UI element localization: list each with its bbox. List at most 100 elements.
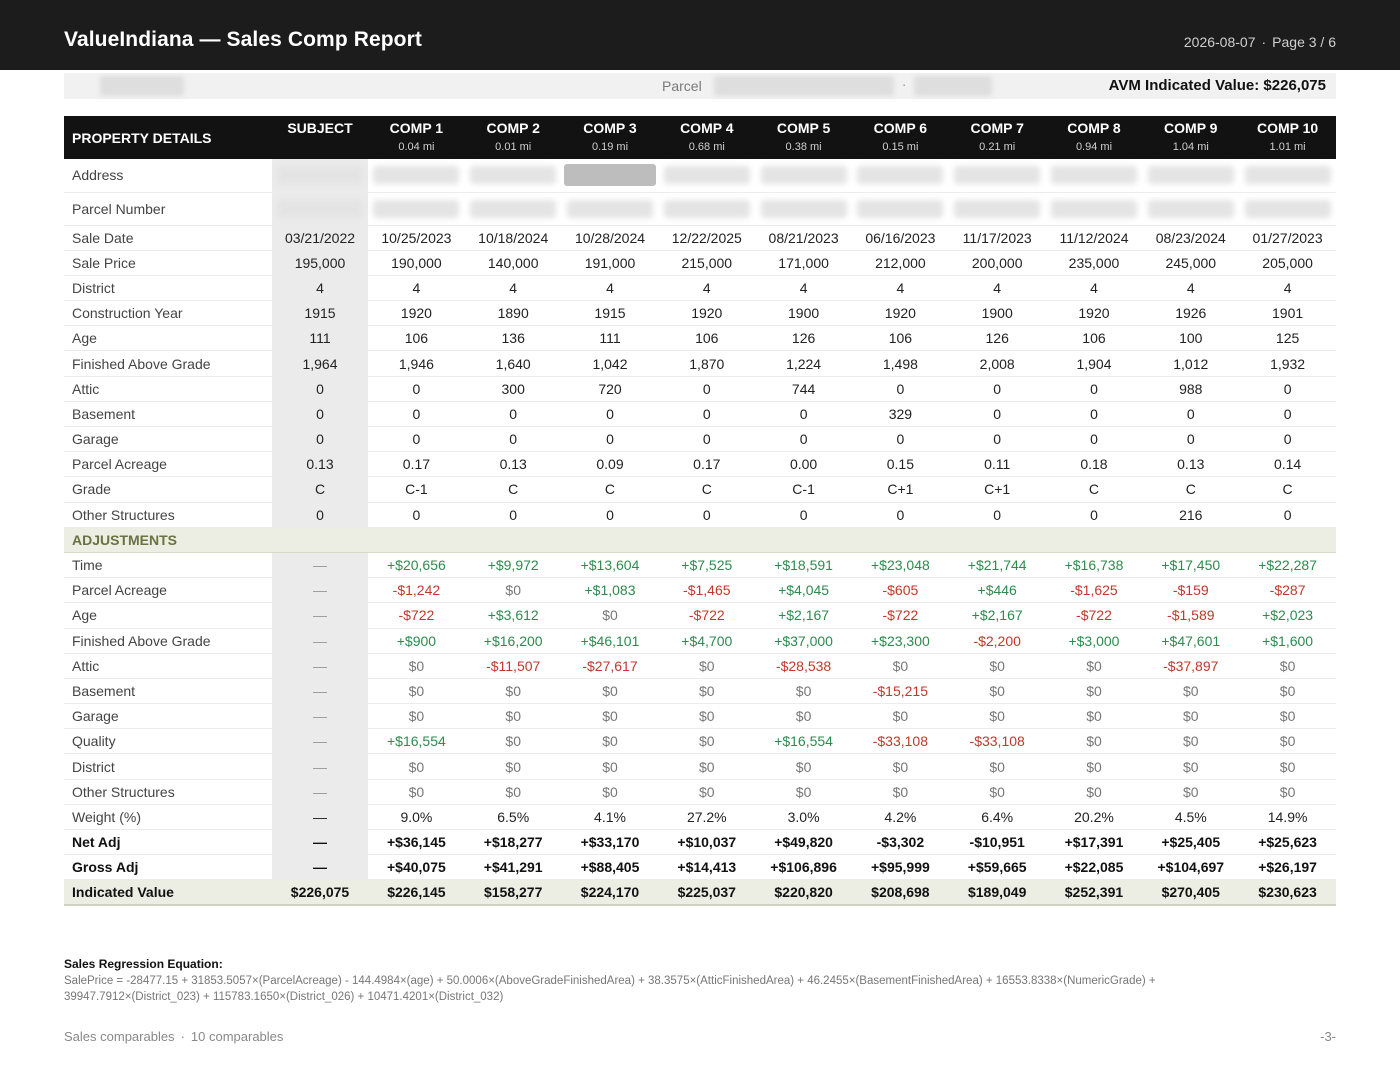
report-title: ValueIndiana — Sales Comp Report [64,28,422,51]
redaction-block [470,199,557,218]
redacted-cell [658,159,756,193]
redacted-cell [368,192,465,226]
table-cell: 4 [851,275,949,302]
table-cell: $0 [464,703,562,730]
table-cell: 171,000 [755,250,852,276]
row-label: Basement [64,401,272,428]
table-cell: C [464,476,562,503]
net-adj-row: Net Adj — +$36,145 +$18,277 +$33,170 +$10,037… [64,829,1336,856]
redacted-cell [755,159,852,193]
table-cell: 1,224 [755,350,852,377]
table-cell: $0 [1239,678,1336,705]
table-cell: 4 [1045,275,1143,302]
table-cell: 1,498 [851,350,949,377]
table-cell: $226,145 [368,879,465,907]
table-cell: 01/27/2023 [1239,225,1336,251]
table-cell: 08/21/2023 [755,225,852,251]
table-cell: 235,000 [1045,250,1143,276]
table-cell: 0 [368,426,465,453]
table-cell: +$21,744 [948,552,1046,579]
table-cell: 988 [1142,376,1240,402]
table-cell: 0.13 [1142,451,1240,478]
table-row: Sale Date 03/21/2022 10/25/2023 10/18/2024 1… [64,225,1336,251]
table-cell: C+1 [948,476,1046,503]
row-label: Gross Adj [64,854,272,881]
table-cell: +$26,197 [1239,854,1336,881]
table-cell: 136 [464,325,562,352]
redacted-parcel-id [714,76,894,96]
table-cell: $0 [851,703,949,730]
table-cell: -$722 [658,602,756,629]
comp-column-header: COMP 3 0.19 mi [561,116,659,159]
table-cell: 106 [658,325,756,352]
redaction-block [1147,166,1234,185]
row-label: Quality [64,728,272,755]
redacted-parcel-address [914,76,992,96]
table-cell: 0 [658,426,756,453]
table-cell: 1920 [368,300,465,327]
table-cell: $0 [1239,653,1336,679]
table-cell: 0 [851,426,949,453]
table-row: Finished Above Grade — +$900 +$16,200 +$46,1… [64,628,1336,654]
adjustments-section-header: ADJUSTMENTS [64,527,1336,553]
table-cell: $0 [851,779,949,805]
table-cell: 140,000 [464,250,562,276]
table-cell: $0 [658,753,756,780]
table-cell: C [1239,476,1336,503]
table-cell: -$1,242 [368,577,465,604]
table-row: Quality — +$16,554 $0 $0 $0 +$16,554 -$33,108 -$… [64,728,1336,755]
redacted-cell [464,192,562,226]
column-name: COMP 4 [680,120,734,136]
table-cell: $158,277 [464,879,562,907]
table-cell: $0 [1239,728,1336,755]
table-cell: 0 [272,376,368,402]
table-cell: $0 [561,779,659,805]
redacted-cell [1239,159,1336,193]
table-cell: $0 [1045,653,1143,679]
table-cell: -$605 [851,577,949,604]
comp-column-header: COMP 9 1.04 mi [1142,116,1240,159]
table-cell: 0 [658,401,756,428]
row-label: Address [64,159,272,193]
table-cell: 195,000 [272,250,368,276]
table-cell: 0 [1045,401,1143,428]
row-label: Grade [64,476,272,503]
table-cell: 0 [851,502,949,528]
table-cell: $208,698 [851,879,949,907]
table-cell: 12/22/2025 [658,225,756,251]
table-cell: 300 [464,376,562,402]
column-name: COMP 10 [1256,120,1319,136]
table-cell: $0 [1239,779,1336,805]
table-cell: +$4,045 [755,577,852,604]
row-label: Sale Date [64,225,272,251]
comp-column-header: COMP 4 0.68 mi [658,116,756,159]
table-cell: +$2,167 [948,602,1046,629]
row-label: Garage [64,426,272,453]
table-cell: $0 [1142,779,1240,805]
column-name: COMP 8 [1067,120,1121,136]
table-cell: 106 [851,325,949,352]
column-distance: 0.15 mi [882,141,919,153]
row-label: Age [64,602,272,629]
table-row: Basement 0 0 0 0 0 0 329 0 0 0 0 [64,401,1336,428]
table-cell: 106 [1045,325,1143,352]
table-cell: — [272,552,368,579]
table-cell: 111 [561,325,659,352]
table-cell: $0 [368,653,465,679]
table-cell: $0 [1045,703,1143,730]
redaction-block [566,199,653,218]
table-row: District 4 4 4 4 4 4 4 4 4 4 4 [64,275,1336,302]
row-label: Parcel Acreage [64,451,272,478]
table-cell: $225,037 [658,879,756,907]
table-cell: 0.14 [1239,451,1336,478]
table-cell: 4 [948,275,1046,302]
redacted-cell [755,192,852,226]
redacted-cell [1142,159,1240,193]
table-cell: $0 [948,678,1046,705]
column-name: COMP 5 [776,120,831,136]
table-cell: +$47,601 [1142,628,1240,654]
table-cell: 0 [658,376,756,402]
table-cell: 0.17 [368,451,465,478]
table-cell: -$722 [1045,602,1143,629]
table-cell: -$33,108 [948,728,1046,755]
